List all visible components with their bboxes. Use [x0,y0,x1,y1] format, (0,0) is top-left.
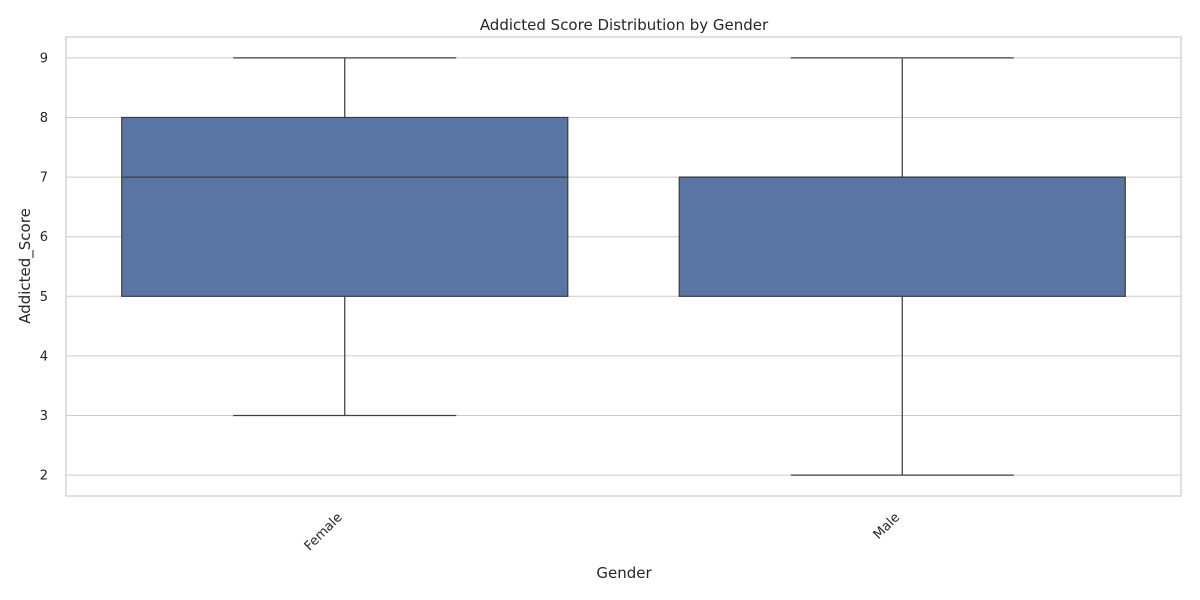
x-axis-label: Gender [596,564,652,582]
box-series [121,57,1126,476]
x-axis-ticks: Female Male [302,510,903,554]
y-axis-label: Addicted_Score [16,208,35,324]
y-tick-label-2: 2 [40,469,48,484]
y-axis-ticks: 2 3 4 5 6 7 8 9 [40,51,48,483]
y-tick-label-5: 5 [40,290,48,305]
y-tick-label-8: 8 [40,111,48,126]
y-tick-label-6: 6 [40,230,48,245]
y-tick-label-7: 7 [40,171,48,186]
y-tick-label-4: 4 [40,349,48,364]
male-box [678,176,1126,297]
y-tick-label-3: 3 [40,409,48,424]
y-tick-label-9: 9 [40,51,48,66]
x-tick-label-male: Male [871,510,903,542]
x-tick-label-female: Female [302,510,346,554]
female-box [121,116,569,297]
chart-title: Addicted Score Distribution by Gender [480,16,769,34]
